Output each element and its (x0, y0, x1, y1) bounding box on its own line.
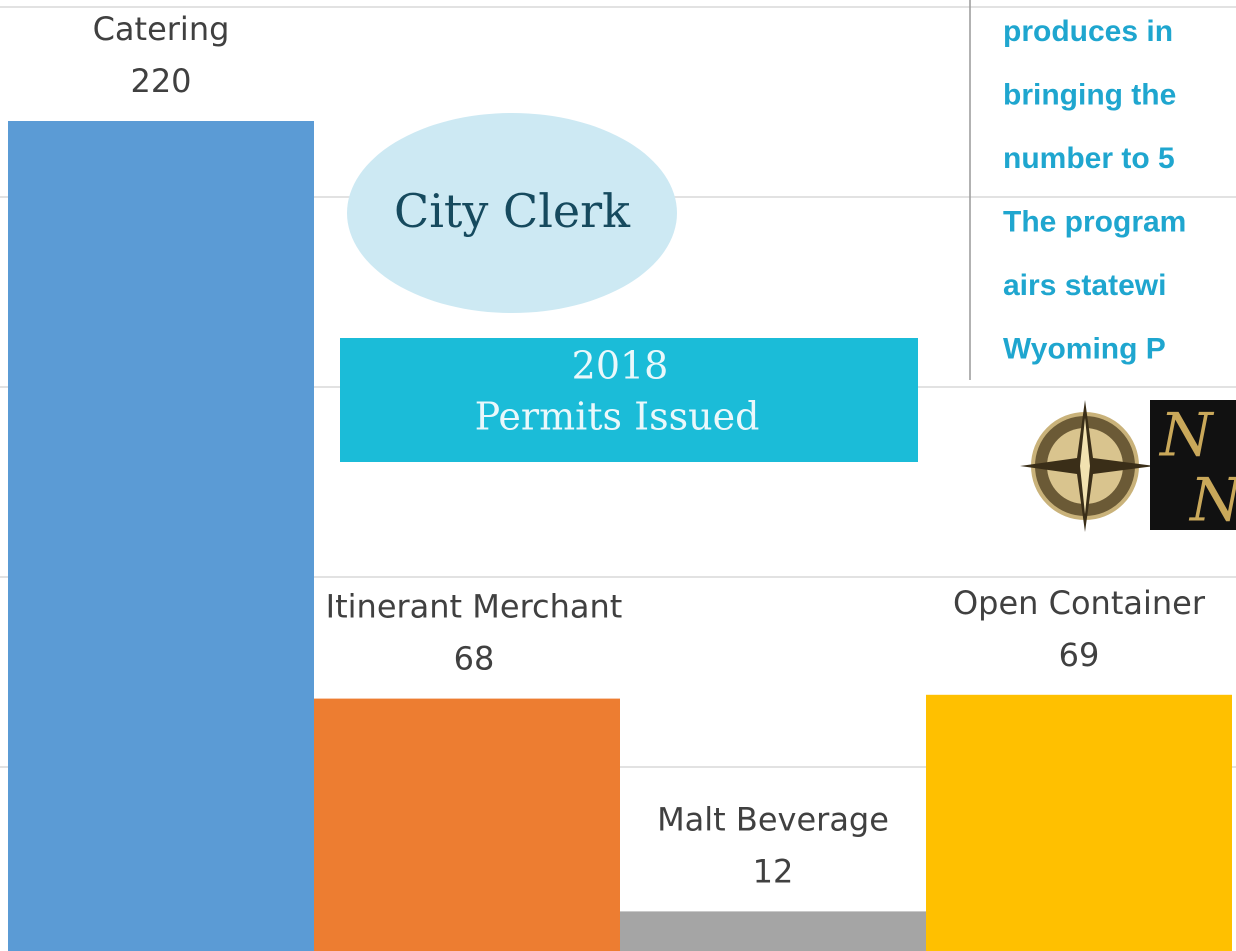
bars (8, 121, 1232, 951)
banner (340, 338, 918, 462)
category-label: Open Container (953, 584, 1206, 622)
compass-logo: N N (1020, 400, 1236, 536)
bar (926, 694, 1232, 951)
bar (8, 121, 314, 951)
side-line: airs statewi (1003, 269, 1166, 302)
category-label: Itinerant Merchant (326, 588, 623, 626)
category-label: Malt Beverage (657, 800, 889, 838)
banner-year: 2018 (572, 344, 669, 388)
side-line: produces in (1003, 15, 1173, 48)
svg-text:N: N (1188, 466, 1236, 536)
category-label: Catering (93, 10, 230, 48)
value-label: 220 (130, 62, 191, 100)
side-line: bringing the (1003, 78, 1176, 111)
value-label: 12 (753, 852, 794, 890)
side-line: Wyoming P (1003, 332, 1166, 365)
value-label: 68 (454, 640, 495, 678)
bubble (347, 113, 677, 313)
bubble-label: City Clerk (394, 184, 631, 238)
value-label: 69 (1059, 636, 1100, 674)
svg-text:N: N (1158, 401, 1215, 471)
side-line: number to 5 (1003, 142, 1175, 175)
side-text: produces in bringing the number to 5 The pr… (1003, 15, 1186, 366)
bar (620, 911, 926, 951)
banner-label: Permits Issued (475, 395, 760, 439)
bar (314, 698, 620, 951)
side-line: The program (1003, 205, 1186, 238)
